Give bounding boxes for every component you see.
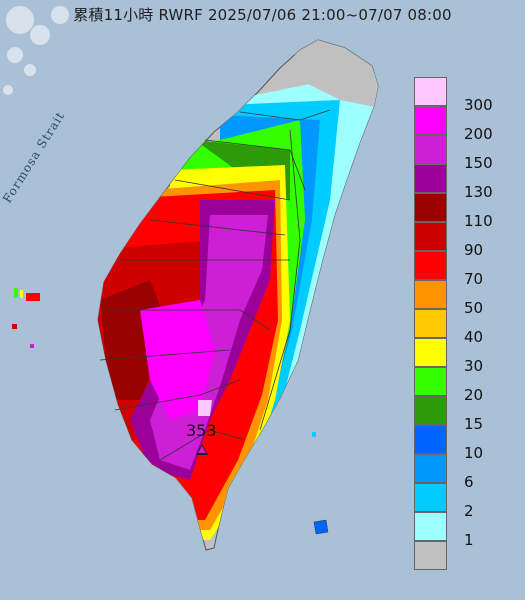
rain-band-peak — [198, 400, 212, 416]
legend-label: 40 — [464, 328, 484, 346]
legend-swatch — [414, 483, 447, 512]
legend-label: 6 — [464, 473, 474, 491]
legend-swatch — [414, 164, 447, 193]
legend-label: 150 — [464, 154, 493, 172]
legend-label: 20 — [464, 386, 484, 404]
legend-label: 15 — [464, 415, 484, 433]
legend-swatch — [414, 222, 447, 251]
legend-label: 10 — [464, 444, 484, 462]
legend-label: 90 — [464, 241, 484, 259]
lanyu-island — [313, 519, 329, 535]
legend-swatch — [414, 425, 447, 454]
legend-swatch — [414, 396, 447, 425]
legend-swatch — [414, 135, 447, 164]
legend-swatch — [414, 309, 447, 338]
legend-swatch — [414, 541, 447, 570]
penghu-islands — [12, 288, 40, 348]
legend-label: 70 — [464, 270, 484, 288]
legend-swatch — [414, 280, 447, 309]
legend-label: 200 — [464, 125, 493, 143]
legend-swatch — [414, 338, 447, 367]
legend-swatch — [414, 367, 447, 396]
legend-swatch — [414, 77, 447, 106]
legend-label: 50 — [464, 299, 484, 317]
legend-label: 30 — [464, 357, 484, 375]
legend-label: 2 — [464, 502, 474, 520]
legend-swatch — [414, 512, 447, 541]
legend-label: 300 — [464, 96, 493, 114]
legend-swatch — [414, 454, 447, 483]
rain-band-bright-magenta — [140, 300, 215, 420]
map-title: 累積11小時 RWRF 2025/07/06 21:00~07/07 08:00 — [73, 6, 452, 24]
legend-swatch — [414, 106, 447, 135]
legend-label: 1 — [464, 531, 474, 549]
peak-triangle-icon — [196, 444, 208, 455]
legend-label: 130 — [464, 183, 493, 201]
sea-cloud-noise — [3, 6, 69, 95]
green-island — [312, 432, 316, 437]
legend-label: 110 — [464, 212, 493, 230]
legend-swatch — [414, 193, 447, 222]
peak-value-label: 353 — [186, 421, 217, 440]
rainfall-legend: 300 200 150 130 110 90 70 50 40 30 20 15 10 6 2 1 — [412, 77, 522, 571]
legend-swatch — [414, 251, 447, 280]
county-boundaries — [99, 109, 331, 461]
